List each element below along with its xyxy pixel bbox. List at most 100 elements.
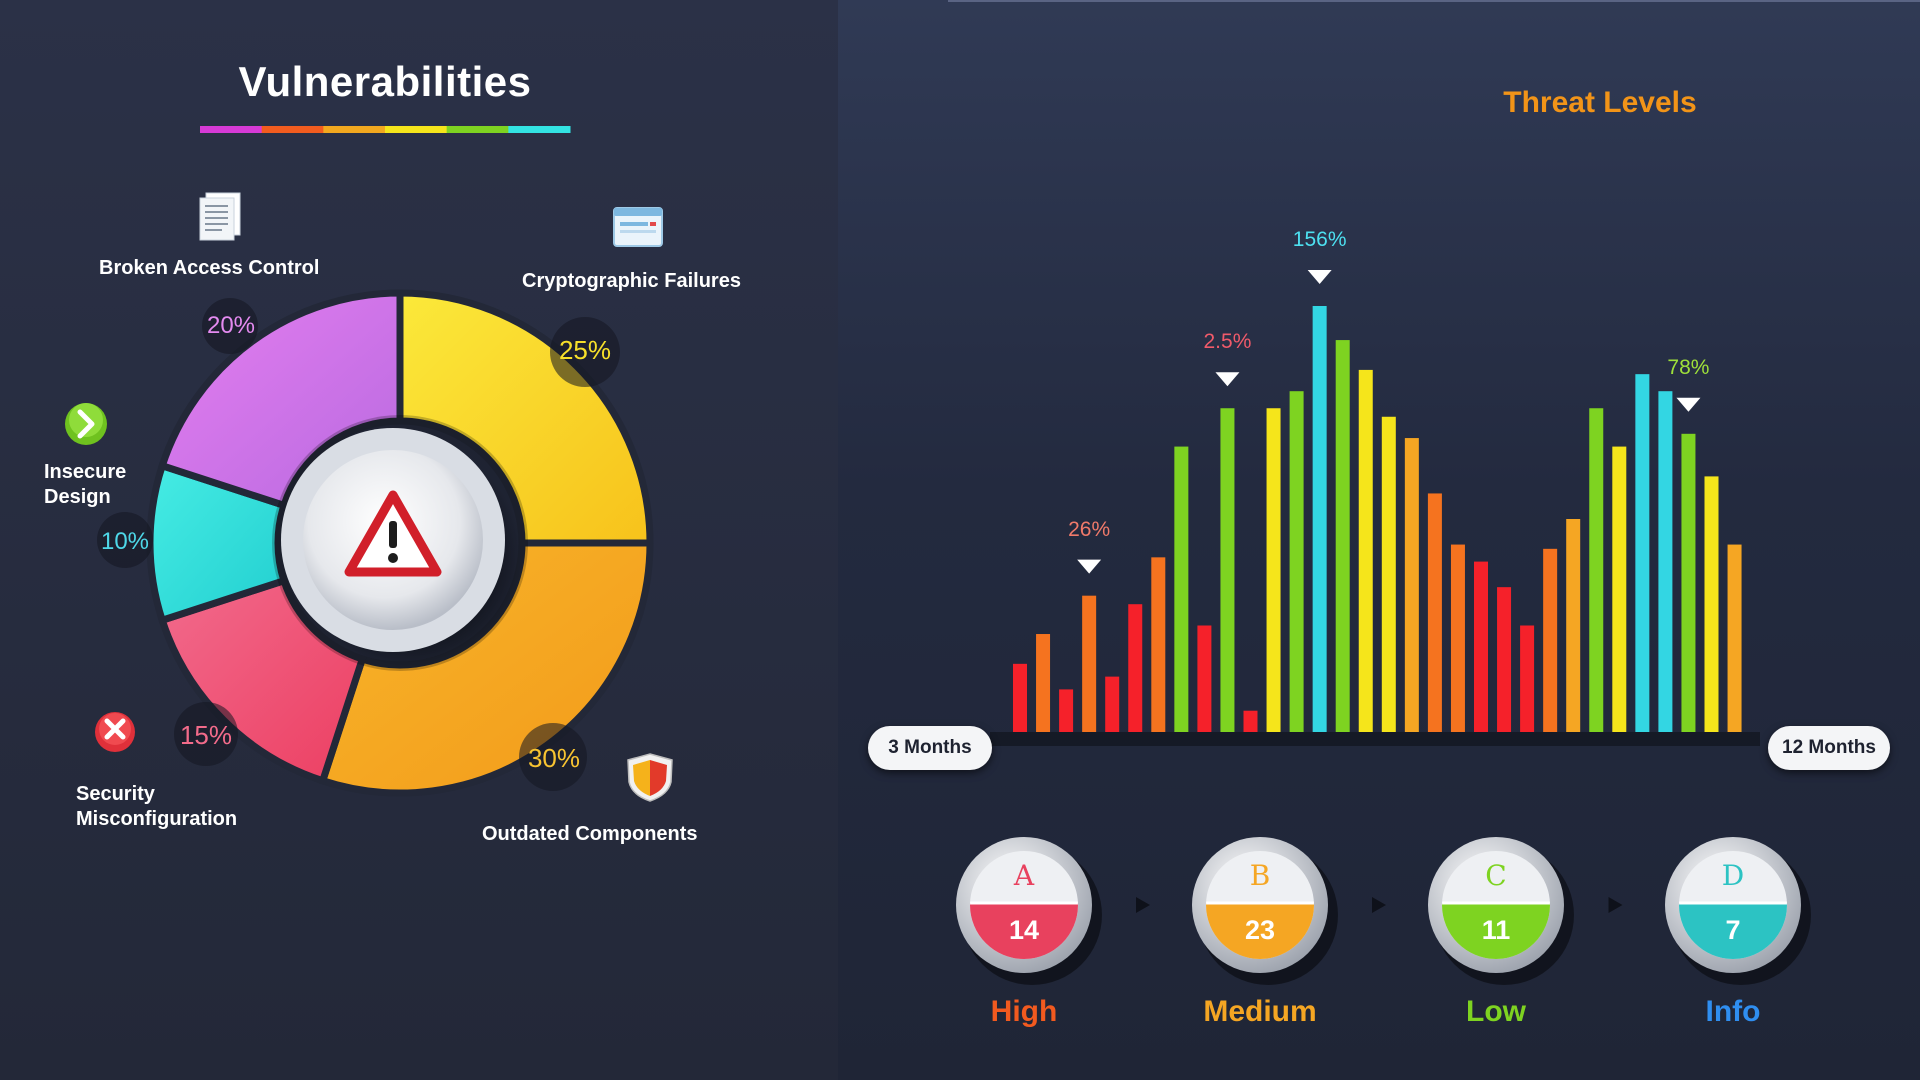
document-icon — [199, 192, 241, 241]
bar — [1727, 544, 1742, 732]
title-underline-segment — [200, 126, 263, 133]
level-arrow-icon — [1372, 897, 1386, 913]
bar — [1220, 408, 1235, 732]
label-security-misconfiguration: Security Misconfiguration — [76, 783, 238, 830]
bar — [1450, 544, 1465, 732]
bar — [1635, 374, 1650, 732]
level-name-info: Info — [1705, 995, 1761, 1028]
bar — [1520, 625, 1535, 732]
bar — [1289, 391, 1304, 732]
shield-icon — [627, 753, 673, 802]
axis-end-label: 12 Months — [1768, 726, 1890, 770]
level-name-high: High — [990, 995, 1058, 1028]
annotation-marker — [1676, 397, 1701, 412]
title-underline-segment — [323, 126, 386, 133]
bar — [1266, 408, 1281, 732]
badge-letter-c: C — [1485, 859, 1507, 892]
donut-slice-cryptographic-failures — [396, 289, 654, 547]
bar — [1335, 340, 1350, 732]
level-name-medium: Medium — [1203, 995, 1317, 1028]
level-arrow-icon — [1136, 897, 1150, 913]
bar — [1013, 663, 1027, 732]
error-x-icon — [95, 712, 135, 752]
label-insecure-design: Insecure Design — [44, 461, 127, 508]
donut-slice-broken-access-control — [157, 289, 404, 510]
bar — [1197, 625, 1212, 732]
annotation-marker — [1077, 559, 1102, 574]
pct-security-misconfiguration: 15% — [179, 720, 233, 750]
arrow-right-icon — [65, 403, 107, 445]
bar — [1174, 446, 1189, 732]
badge-count-medium: 23 — [1244, 915, 1276, 945]
bar — [1381, 416, 1396, 732]
level-badge-high — [956, 837, 1102, 985]
bar-baseline-shadow — [990, 732, 1760, 746]
percent-bubble — [519, 723, 587, 791]
bar — [1427, 493, 1442, 732]
level-name-low: Low — [1466, 995, 1526, 1028]
bar — [1128, 604, 1143, 732]
badge-letter-b: B — [1249, 859, 1271, 892]
pct-insecure-design: 10% — [100, 528, 150, 555]
bar — [1059, 689, 1074, 732]
bar — [1497, 587, 1512, 732]
annotation-label: 78% — [1667, 355, 1710, 379]
top-divider — [948, 0, 1920, 2]
level-badge-info — [1665, 837, 1811, 985]
bar — [1681, 433, 1696, 732]
level-arrow-icon — [1608, 897, 1623, 913]
bar — [1082, 595, 1097, 732]
percent-bubble — [202, 298, 258, 354]
label-broken-access-control: Broken Access Control — [99, 257, 320, 279]
bar — [1243, 710, 1258, 732]
bar — [1704, 476, 1719, 732]
title-underline-segment — [446, 126, 509, 133]
pct-cryptographic-failures: 25% — [558, 335, 612, 365]
annotation-marker — [1215, 372, 1240, 387]
annotation-label: 156% — [1292, 228, 1347, 251]
annotation-marker — [1307, 270, 1332, 284]
vulnerabilities-title: Vulnerabilities — [238, 58, 532, 105]
axis-start-label: 3 Months — [868, 726, 992, 770]
title-underline-segment — [385, 126, 448, 133]
bar — [1312, 306, 1327, 732]
threat-levels-title: Threat Levels — [1503, 86, 1697, 119]
percent-bubble — [174, 702, 238, 766]
label-outdated-components: Outdated Components — [482, 823, 698, 845]
label-cryptographic-failures: Cryptographic Failures — [522, 270, 741, 292]
badge-letter-d: D — [1721, 859, 1745, 892]
bar — [1566, 519, 1581, 732]
bar — [1036, 634, 1051, 732]
browser-window-icon — [613, 207, 663, 247]
level-badge-medium — [1192, 837, 1338, 985]
donut-slice-security-misconfiguration — [157, 576, 367, 786]
bar — [1151, 557, 1166, 732]
pct-broken-access-control: 20% — [206, 312, 256, 339]
badge-count-high: 14 — [1008, 915, 1040, 945]
bar — [1105, 676, 1120, 732]
bar — [1404, 438, 1419, 732]
percent-bubble — [97, 512, 153, 568]
badge-letter-a: A — [1013, 859, 1035, 892]
warning-icon — [344, 490, 442, 577]
percent-bubble — [550, 317, 620, 387]
bar — [1612, 446, 1627, 732]
bar — [1474, 561, 1488, 732]
badge-count-low: 11 — [1481, 915, 1511, 945]
title-underline-segment — [261, 126, 324, 133]
bar — [1543, 548, 1558, 732]
pct-outdated-components: 30% — [527, 743, 581, 773]
level-badge-low — [1428, 837, 1574, 985]
bar — [1358, 369, 1373, 732]
bar — [1658, 391, 1673, 732]
annotation-label: 26% — [1068, 517, 1111, 541]
annotation-label: 2.5% — [1203, 330, 1252, 354]
badge-count-info: 7 — [1725, 915, 1741, 945]
bar — [1589, 408, 1604, 732]
title-underline-segment — [508, 126, 571, 133]
